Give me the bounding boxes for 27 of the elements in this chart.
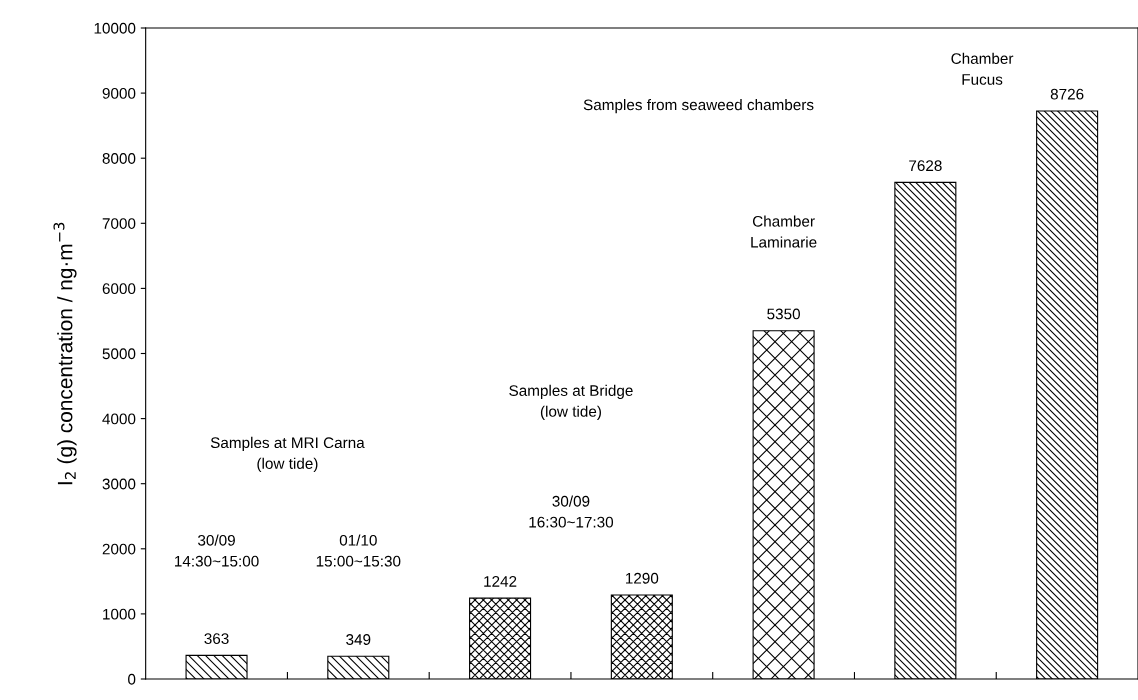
y-tick-label: 2000 — [102, 543, 136, 555]
annotation: 01/10 15:00~15:30 — [316, 534, 401, 567]
y-tick-label: 5000 — [102, 348, 136, 360]
y-tick-label: 0 — [128, 673, 136, 685]
annotation: 30/09 14:30~15:00 — [175, 534, 259, 567]
data-label: 363 — [204, 633, 229, 645]
y-tick-label: 3000 — [102, 478, 136, 490]
data-label: 1290 — [626, 572, 659, 584]
data-label: 1242 — [484, 575, 517, 587]
y-tick-label: 8000 — [102, 153, 136, 164]
data-label: 7628 — [909, 160, 942, 172]
y-tick-label: 6000 — [102, 283, 136, 295]
data-label: 5350 — [767, 308, 800, 320]
y-tick-label: 1000 — [103, 608, 136, 620]
annotation: Samples from seaweed chambers — [583, 99, 814, 114]
annotation: Chamber Laminarie — [751, 215, 817, 248]
y-axis-title: I$_{2}$ (g) concentration / ng·m$^{−3}$ — [53, 222, 77, 485]
annotation: Samples at Bridge (low tide) — [509, 384, 633, 420]
annotation: Samples at MRI Carna (low tide) — [210, 436, 365, 472]
y-tick-label: 7000 — [102, 218, 136, 229]
data-label: 8726 — [1050, 88, 1084, 100]
y-tick-label: 4000 — [102, 413, 136, 425]
y-tick-label: 10000 — [94, 22, 136, 34]
data-label: 349 — [346, 634, 371, 645]
annotation: Chamber Fucus — [951, 52, 1014, 85]
annotation: 30/09 16:30~17:30 — [529, 495, 614, 528]
y-tick-label: 9000 — [102, 87, 136, 99]
